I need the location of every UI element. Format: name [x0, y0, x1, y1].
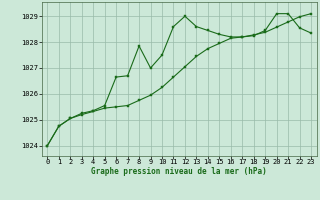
- X-axis label: Graphe pression niveau de la mer (hPa): Graphe pression niveau de la mer (hPa): [91, 167, 267, 176]
